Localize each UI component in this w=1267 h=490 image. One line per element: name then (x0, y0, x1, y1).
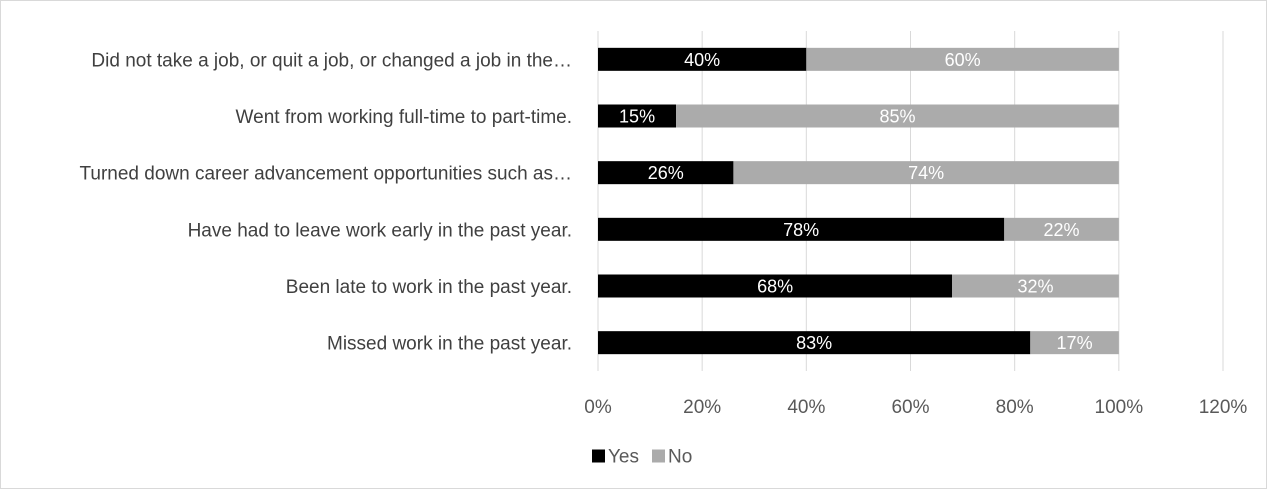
category-labels: Did not take a job, or quit a job, or ch… (79, 50, 572, 354)
bars: 40% 60% 15% 85% 26% 74% 78% 22% 68% 32% 83% 17% (598, 47, 1119, 355)
data-label-yes-3: 78% (783, 220, 819, 240)
data-label-no-0: 60% (945, 50, 981, 70)
data-label-yes-2: 26% (648, 163, 684, 183)
x-tick-label-4: 80% (996, 397, 1034, 418)
category-label-4: Been late to work in the past year. (286, 277, 572, 298)
legend-label-no: No (668, 447, 692, 468)
bar-no-5 (1030, 331, 1119, 355)
bar-no-4 (952, 274, 1119, 298)
gridlines (597, 31, 1224, 371)
category-label-1: Went from working full-time to part-time… (236, 107, 572, 128)
x-tick-label-2: 40% (787, 397, 825, 418)
data-label-yes-5: 83% (796, 333, 832, 353)
bar-no-0 (806, 47, 1119, 71)
category-label-2: Turned down career advancement opportuni… (79, 164, 572, 185)
bar-yes-1 (598, 104, 677, 128)
legend-swatch-yes (592, 449, 605, 463)
category-label-3: Have had to leave work early in the past… (188, 220, 572, 241)
bar-no-3 (1004, 217, 1119, 241)
data-label-yes-4: 68% (757, 277, 793, 297)
category-label-5: Missed work in the past year. (327, 334, 572, 355)
x-axis-tick-labels: 0% 20% 40% 60% 80% 100% 120% (584, 397, 1247, 418)
data-label-no-1: 85% (879, 107, 915, 127)
bar-yes-0 (598, 47, 807, 71)
data-label-no-4: 32% (1017, 277, 1053, 297)
data-label-no-3: 22% (1044, 220, 1080, 240)
bar-yes-2 (598, 161, 734, 185)
data-label-yes-0: 40% (684, 50, 720, 70)
bar-no-2 (733, 161, 1119, 185)
legend: Yes No (592, 447, 692, 468)
bar-no-1 (676, 104, 1119, 128)
data-label-no-5: 17% (1057, 333, 1093, 353)
x-tick-label-3: 60% (891, 397, 929, 418)
bar-yes-5 (598, 331, 1031, 355)
data-label-yes-1: 15% (619, 107, 655, 127)
legend-label-yes: Yes (608, 447, 639, 468)
category-label-0: Did not take a job, or quit a job, or ch… (91, 50, 572, 71)
x-tick-label-0: 0% (584, 397, 612, 418)
x-tick-label-6: 120% (1199, 397, 1248, 418)
legend-swatch-no (652, 449, 665, 463)
bar-yes-4 (598, 274, 953, 298)
x-tick-label-1: 20% (683, 397, 721, 418)
bar-yes-3 (598, 217, 1005, 241)
data-label-no-2: 74% (908, 163, 944, 183)
x-tick-label-5: 100% (1095, 397, 1144, 418)
